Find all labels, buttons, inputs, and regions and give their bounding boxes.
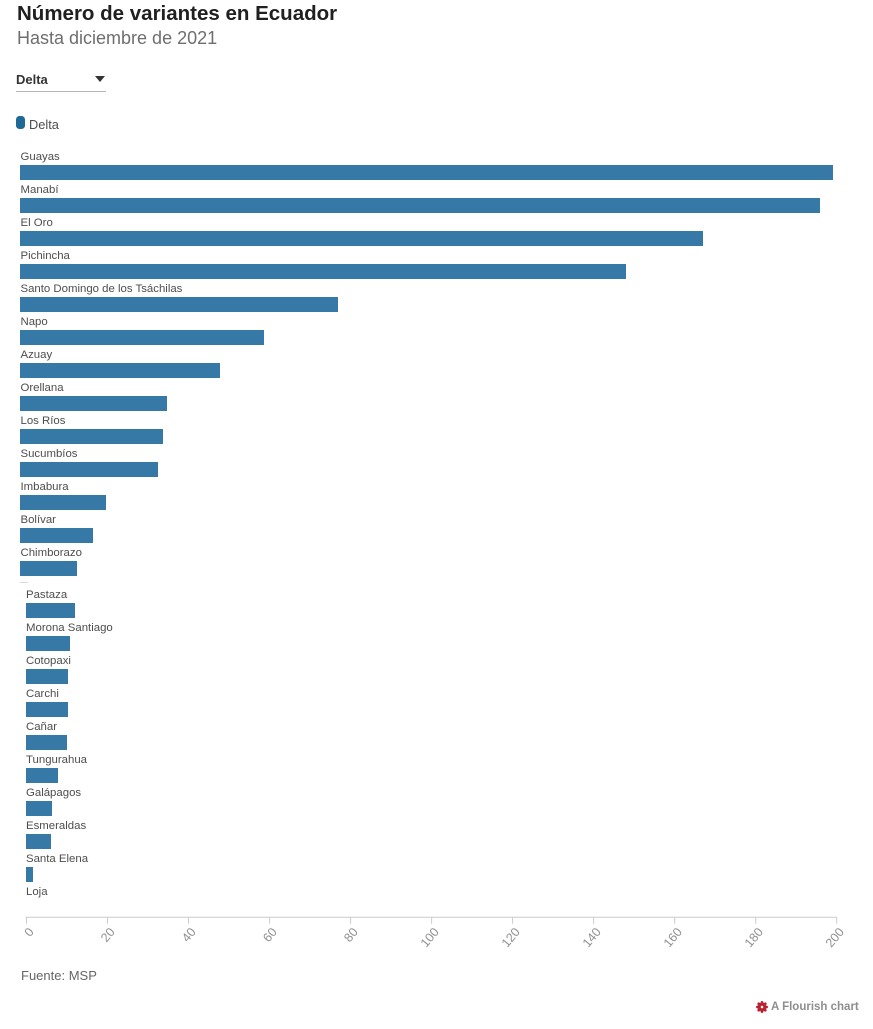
svg-text:180: 180 <box>742 925 766 950</box>
svg-text:140: 140 <box>580 925 604 950</box>
svg-text:60: 60 <box>260 925 280 945</box>
svg-text:120: 120 <box>499 925 523 950</box>
svg-text:80: 80 <box>341 925 361 945</box>
svg-text:20: 20 <box>98 925 118 945</box>
svg-text:0: 0 <box>22 925 37 939</box>
svg-text:200: 200 <box>823 925 847 950</box>
svg-text:100: 100 <box>418 925 442 950</box>
svg-text:160: 160 <box>661 925 685 950</box>
svg-text:40: 40 <box>179 925 199 945</box>
